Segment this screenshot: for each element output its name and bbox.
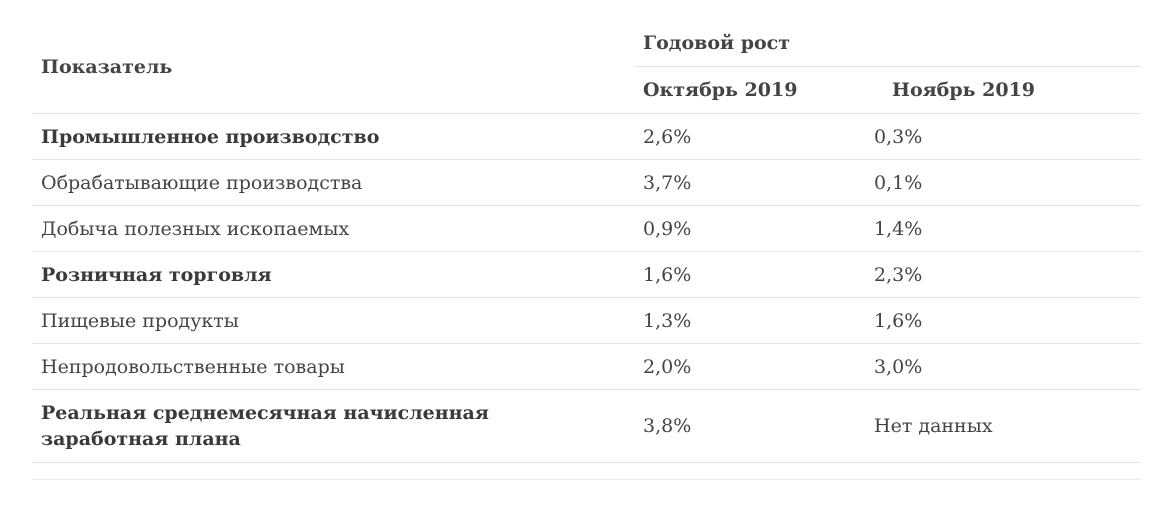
header-november-2019: Ноябрь 2019 [892, 79, 1036, 101]
table-row: Добыча полезных ископаемых 0,9% 1,4% [32, 205, 1142, 252]
row-value-october: 1,6% [634, 251, 846, 298]
row-label: Промышленное производство [32, 113, 634, 160]
table-row: Пищевые продукты 1,3% 1,6% [32, 297, 1142, 344]
table-row: Обрабатывающие производства 3,7% 0,1% [32, 159, 1142, 206]
header-indicator: Показатель [41, 55, 173, 78]
row-label: Обрабатывающие производства [32, 159, 634, 206]
row-value-october: 1,3% [634, 297, 846, 344]
table-row: Непродовольственные товары 2,0% 3,0% [32, 343, 1142, 390]
row-label: Пищевые продукты [32, 297, 634, 344]
row-value-november: 0,3% [846, 113, 1142, 160]
row-value-october: 0,9% [634, 205, 846, 252]
table-body: Промышленное производство 2,6% 0,3% Обра… [32, 113, 1142, 463]
row-value-november: 3,0% [846, 343, 1142, 390]
row-value-october: 3,7% [634, 159, 846, 206]
table-header: Показатель Годовой рост Октябрь 2019 Ноя… [32, 20, 1142, 114]
row-label: Реальная среднемесячная начисленная зара… [32, 389, 634, 463]
bottom-divider [32, 479, 1141, 480]
growth-table-container: Показатель Годовой рост Октябрь 2019 Ноя… [32, 20, 1142, 463]
row-value-november: 1,6% [846, 297, 1142, 344]
header-annual-growth: Годовой рост [634, 20, 1142, 67]
row-value-november: 1,4% [846, 205, 1142, 252]
row-value-november: 0,1% [846, 159, 1142, 206]
row-value-october: 3,8% [634, 389, 846, 463]
row-value-november: Нет данных [846, 389, 1142, 463]
row-value-november: 2,3% [846, 251, 1142, 298]
row-value-october: 2,6% [634, 113, 846, 160]
row-label: Добыча полезных ископаемых [32, 205, 634, 252]
row-label: Непродовольственные товары [32, 343, 634, 390]
row-value-october: 2,0% [634, 343, 846, 390]
table-row: Промышленное производство 2,6% 0,3% [32, 113, 1142, 160]
header-october-2019: Октябрь 2019 [643, 79, 798, 101]
table-row: Розничная торговля 1,6% 2,3% [32, 251, 1142, 298]
table-row: Реальная среднемесячная начисленная зара… [32, 389, 1142, 463]
row-label: Розничная торговля [32, 251, 634, 298]
growth-table: Показатель Годовой рост Октябрь 2019 Ноя… [32, 20, 1142, 463]
